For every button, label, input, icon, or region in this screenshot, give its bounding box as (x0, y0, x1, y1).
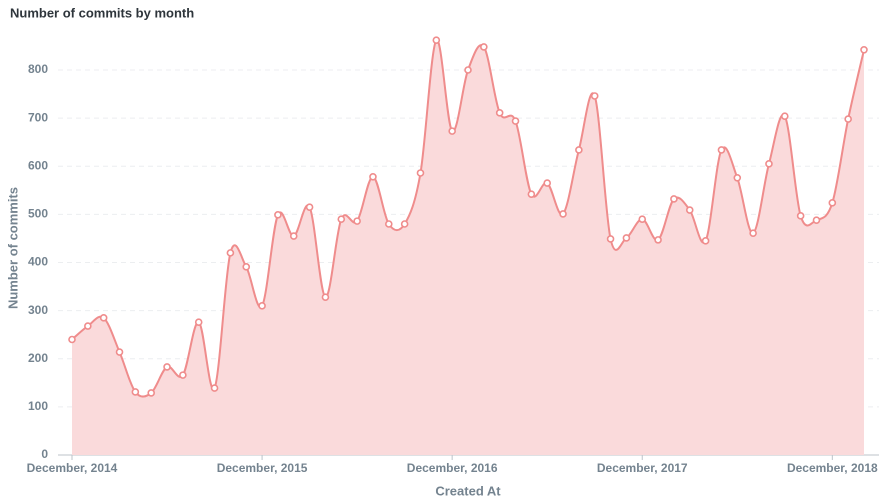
point (163, 363, 171, 371)
point (147, 389, 155, 397)
point (780, 112, 789, 120)
point (733, 174, 742, 182)
point (638, 215, 647, 223)
point (717, 146, 726, 154)
point (701, 237, 710, 245)
point (685, 206, 694, 214)
y-tick-label: 600 (28, 158, 48, 172)
point (353, 217, 361, 225)
point (511, 117, 520, 125)
y-tick-label: 500 (28, 207, 48, 221)
x-tick-label: December, 2018 (787, 461, 878, 475)
point (432, 36, 441, 44)
x-axis-title: Created At (435, 483, 501, 498)
point (369, 173, 377, 181)
point (194, 318, 203, 326)
point (749, 229, 757, 237)
point (289, 232, 298, 240)
x-tick-label: December, 2016 (407, 461, 498, 475)
point (337, 215, 346, 223)
point (590, 92, 599, 100)
point (543, 179, 552, 187)
point (622, 234, 631, 242)
point (384, 220, 393, 228)
y-tick-label: 0 (41, 447, 48, 461)
point (527, 190, 536, 198)
y-tick-label: 200 (28, 351, 48, 365)
point (765, 160, 773, 168)
point (575, 146, 583, 154)
point (131, 388, 140, 396)
point (448, 127, 456, 135)
y-axis-title: Number of commits (5, 187, 20, 309)
point (828, 199, 837, 207)
point (84, 322, 92, 330)
x-tick-label: December, 2017 (597, 461, 688, 475)
point (860, 45, 868, 54)
point (242, 263, 251, 271)
area (72, 39, 864, 455)
point (274, 211, 282, 219)
x-tick-label: December, 2014 (27, 461, 118, 475)
point (210, 384, 219, 392)
point (226, 249, 235, 257)
point (305, 203, 314, 211)
point (179, 371, 187, 379)
y-tick-label: 700 (28, 110, 48, 124)
point (258, 302, 266, 310)
y-tick-label: 300 (28, 303, 48, 317)
point (844, 115, 852, 123)
point (68, 335, 76, 344)
point (606, 235, 615, 243)
point (495, 109, 504, 117)
point (321, 293, 330, 301)
y-tick-label: 400 (28, 255, 48, 269)
point (812, 216, 821, 224)
chart-title: Number of commits by month (10, 5, 194, 20)
x-tick-label: December, 2015 (217, 461, 308, 475)
point (464, 66, 472, 74)
point (115, 348, 124, 356)
point (559, 210, 567, 218)
point (480, 43, 488, 51)
point (796, 212, 805, 220)
point (670, 195, 678, 203)
point (400, 220, 409, 228)
y-tick-label: 800 (28, 62, 48, 76)
point (654, 236, 662, 244)
y-tick-label: 100 (28, 399, 48, 413)
point (416, 169, 425, 177)
point (99, 314, 108, 322)
